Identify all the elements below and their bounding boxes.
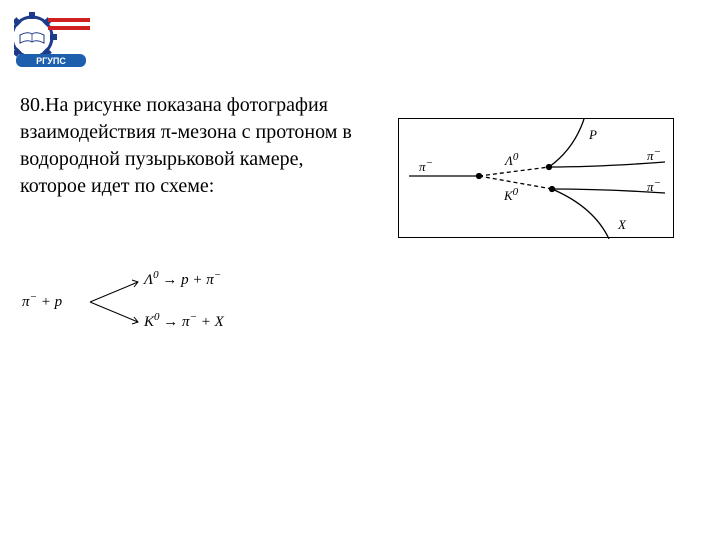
diagram-label-pi-tr: π−	[647, 146, 661, 163]
diagram-label-pi-left: π−	[419, 157, 433, 174]
scheme-branch-2: K0 → π− + X	[143, 311, 225, 330]
problem-number: 80.	[20, 94, 45, 116]
scheme-branch-1: Λ0 → p + π−	[142, 269, 221, 288]
reaction-scheme: π− + p Λ0 → p + π− K0 → π− + X	[20, 262, 330, 342]
scheme-left: π− + p	[22, 291, 63, 310]
diagram-label-lambda: Λ0	[503, 151, 519, 168]
bubble-chamber-diagram: π− P π− π− X Λ0 K0	[398, 118, 674, 238]
diagram-label-p: P	[588, 127, 597, 142]
diagram-label-x: X	[617, 217, 627, 232]
diagram-label-pi-br: π−	[647, 177, 661, 194]
problem-body: На рисунке показана фотография взаимодей…	[20, 94, 352, 197]
problem-statement: 80.На рисунке показана фотография взаимо…	[20, 92, 368, 200]
diagram-label-k0: K0	[503, 186, 519, 203]
institution-logo: РГУПС	[14, 12, 90, 70]
logo-text: РГУПС	[36, 56, 66, 66]
